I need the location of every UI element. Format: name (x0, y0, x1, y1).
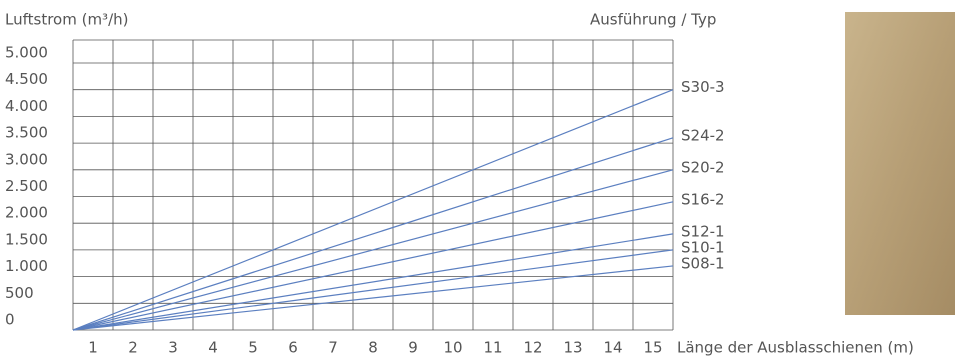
x-axis-label: Länge der Ausblasschienen (m) (677, 339, 914, 357)
y-tick-label: 4.000 (5, 97, 48, 115)
x-tick-label: 8 (368, 339, 378, 357)
y-tick-label: 1.000 (5, 257, 48, 275)
x-tick-label: 11 (483, 339, 502, 357)
series-line (72, 201, 674, 331)
series-line (72, 233, 674, 331)
x-tick-label: 3 (168, 339, 178, 357)
y-tick-label: 1.500 (5, 230, 48, 248)
y-tick-label: 5.000 (5, 44, 48, 62)
x-tick-label: 15 (643, 339, 662, 357)
series-line (72, 169, 674, 331)
series-line (72, 89, 674, 331)
x-tick-label: 12 (523, 339, 542, 357)
series-line (72, 249, 674, 331)
series-label: S10-1 (681, 238, 725, 256)
series-label: S16-2 (681, 190, 725, 208)
series-label: S24-2 (681, 126, 725, 144)
series-line (72, 137, 674, 331)
series-label: S20-2 (681, 158, 725, 176)
y-tick-label: 0 (5, 311, 15, 329)
x-tick-label: 7 (328, 339, 338, 357)
series-label: S30-3 (681, 78, 725, 96)
photo (845, 12, 955, 315)
y-tick-label: 2.500 (5, 177, 48, 195)
x-tick-label: 1 (88, 339, 98, 357)
y-axis-label: Luftstrom (m³/h) (5, 11, 128, 29)
x-tick-label: 10 (443, 339, 462, 357)
series-line (72, 265, 674, 331)
y-tick-label: 3.500 (5, 124, 48, 142)
x-tick-label: 14 (603, 339, 622, 357)
y-tick-label: 500 (5, 284, 34, 302)
y-tick-label: 2.000 (5, 204, 48, 222)
x-tick-label: 13 (563, 339, 582, 357)
legend-title: Ausführung / Typ (590, 11, 716, 29)
y-tick-label: 3.000 (5, 150, 48, 168)
x-tick-label: 9 (408, 339, 418, 357)
series-label: S08-1 (681, 254, 725, 272)
x-tick-label: 2 (128, 339, 138, 357)
x-tick-label: 6 (288, 339, 298, 357)
series-label: S12-1 (681, 222, 725, 240)
x-tick-label: 4 (208, 339, 218, 357)
x-tick-label: 5 (248, 339, 258, 357)
y-tick-label: 4.500 (5, 70, 48, 88)
